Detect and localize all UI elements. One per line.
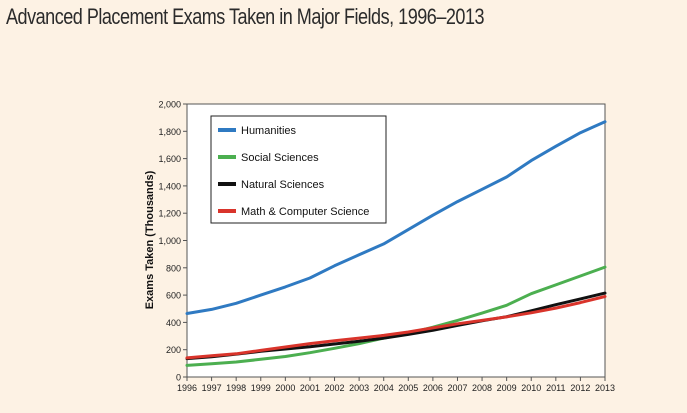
y-tick-label: 1,800 [158,127,181,137]
x-tick-label: 2004 [374,383,394,393]
legend-label: Math & Computer Science [241,206,369,218]
x-tick-label: 2002 [325,383,345,393]
legend-label: Natural Sciences [241,179,325,191]
legend: Humanities Social Sciences Natural Science… [210,115,387,224]
x-axis: 1996 1997 1998 1999 2000 2001 2002 2003 2004 2005… [177,377,615,393]
series-line-math-computer-science [185,295,607,360]
y-tick-label: 1,600 [158,154,181,164]
series-lines [185,120,607,367]
chart-title: Advanced Placement Exams Taken in Major … [6,4,485,29]
y-tick-label: 800 [166,263,181,273]
y-tick-label: 1,200 [158,209,181,219]
y-tick-label: 2,000 [158,100,181,110]
x-tick-label: 2011 [546,383,565,393]
x-tick-label: 2001 [300,383,320,393]
y-tick-label: 1,000 [158,236,181,246]
x-tick-label: 2010 [521,383,541,393]
y-tick-label: 0 [176,373,181,383]
x-tick-label: 1997 [202,383,222,393]
legend-box [210,115,387,224]
x-tick-label: 2013 [595,383,615,393]
x-tick-label: 2009 [497,383,517,393]
y-axis-label: Exams Taken (Thousands) [144,170,156,309]
x-tick-label: 2008 [472,383,492,393]
x-tick-label: 1996 [177,383,197,393]
x-tick-label: 2000 [275,383,295,393]
x-tick-label: 1999 [251,383,271,393]
x-tick-label: 2005 [398,383,418,393]
x-tick-label: 2003 [349,383,369,393]
y-tick-label: 200 [166,345,181,355]
y-tick-label: 1,400 [158,181,181,191]
x-tick-label: 2007 [447,383,467,393]
y-axis: 0 200 400 600 800 1,000 1,200 1,400 1,600 1,800 2,… [158,100,187,383]
y-tick-label: 400 [166,318,181,328]
y-tick-label: 600 [166,291,181,301]
legend-label: Social Sciences [241,152,319,164]
series-line-humanities [185,120,607,315]
x-tick-label: 1998 [226,383,246,393]
legend-label: Humanities [241,125,297,137]
x-tick-label: 2006 [423,383,443,393]
x-tick-label: 2012 [570,383,590,393]
